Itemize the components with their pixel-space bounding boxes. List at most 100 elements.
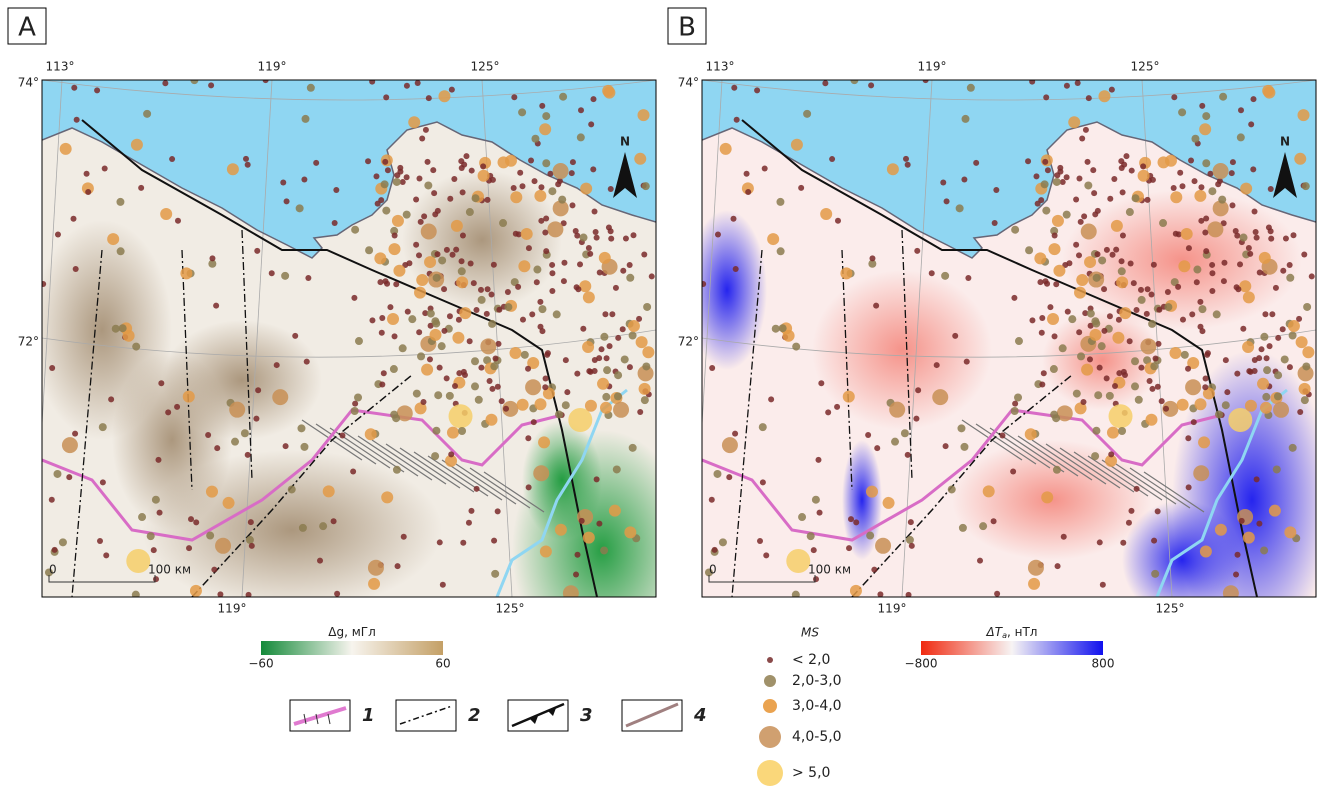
ms-point	[1250, 166, 1256, 172]
ms-point	[392, 215, 404, 227]
ms-point	[302, 115, 310, 123]
ms-point	[1131, 357, 1139, 365]
ms-point	[319, 522, 327, 530]
ms-point	[593, 229, 599, 235]
ms-point	[709, 365, 715, 371]
ms-point	[419, 135, 425, 141]
line-legend-number: 4	[693, 705, 707, 726]
ms-point	[447, 196, 453, 202]
ms-point	[1107, 427, 1119, 439]
ms-point	[381, 180, 389, 188]
ms-point	[1095, 251, 1101, 257]
ms-point	[1085, 159, 1091, 165]
ms-point	[600, 402, 612, 414]
ms-point	[1198, 305, 1206, 313]
ms-point	[525, 435, 531, 441]
ms-point	[726, 474, 732, 480]
ms-point	[66, 474, 72, 480]
ms-point	[1052, 414, 1060, 422]
ms-point	[1107, 313, 1113, 319]
ms-point	[585, 400, 597, 412]
ms-legend-symbol	[767, 657, 773, 663]
ms-point	[1149, 386, 1155, 392]
ms-point	[461, 369, 467, 375]
ms-point	[1151, 570, 1159, 578]
ms-point	[60, 143, 72, 155]
ms-point	[283, 443, 289, 449]
ms-point	[1175, 284, 1181, 290]
ms-point	[1252, 357, 1258, 363]
ms-point	[132, 343, 140, 351]
ms-point	[1263, 366, 1271, 374]
ms-point	[559, 93, 567, 101]
lon-label: 125°	[496, 602, 525, 616]
colorbar-title-part: Δg, мГл	[328, 625, 376, 639]
ms-point	[284, 198, 290, 204]
ms-point	[1053, 178, 1061, 186]
ms-point	[1151, 538, 1157, 544]
ms-point	[792, 343, 800, 351]
ms-point	[597, 378, 609, 390]
ms-point	[798, 513, 806, 521]
ms-point	[1302, 346, 1314, 358]
ms-point	[1011, 295, 1017, 301]
ms-point	[206, 486, 218, 498]
lon-label: 113°	[706, 60, 735, 74]
ms-point	[1138, 296, 1146, 304]
ms-point	[433, 274, 441, 282]
ms-point	[1269, 505, 1281, 517]
ms-point	[1055, 563, 1061, 569]
ms-point	[846, 545, 852, 551]
ms-point	[491, 570, 499, 578]
ms-legend-symbol	[759, 726, 781, 748]
ms-point	[577, 133, 585, 141]
ms-point	[499, 398, 505, 404]
ms-point	[873, 303, 879, 309]
ms-point	[1253, 229, 1259, 235]
ms-point	[1098, 256, 1106, 264]
ms-point	[520, 317, 526, 323]
ms-point	[490, 177, 496, 183]
ms-point	[1074, 287, 1086, 299]
ms-point	[1209, 288, 1215, 294]
ms-legend-label: 3,0-4,0	[792, 698, 842, 714]
ms-point	[1091, 190, 1097, 196]
line-legend-item	[508, 700, 568, 731]
ms-point	[1213, 310, 1221, 318]
ms-point	[983, 485, 995, 497]
ms-point	[614, 371, 622, 379]
ms-point	[475, 396, 483, 404]
ms-point	[119, 324, 127, 332]
lon-label: 119°	[258, 60, 287, 74]
ms-point	[102, 166, 108, 172]
ms-point	[1213, 163, 1229, 179]
ms-point	[1159, 398, 1165, 404]
line-legend-box	[396, 700, 456, 731]
ms-point	[1087, 356, 1093, 362]
ms-point	[444, 247, 450, 253]
ms-point	[1155, 384, 1161, 390]
ms-point	[223, 497, 235, 509]
ms-point	[1273, 465, 1281, 473]
ms-point	[505, 289, 511, 295]
ms-point	[296, 204, 304, 212]
ms-point	[1119, 307, 1131, 319]
ms-point	[517, 170, 523, 176]
ms-point	[1079, 135, 1085, 141]
ms-point	[929, 270, 935, 276]
ms-point	[1200, 546, 1212, 558]
ms-point	[529, 311, 535, 317]
ms-point	[365, 428, 377, 440]
ms-point	[1171, 94, 1177, 100]
ms-point	[1193, 465, 1209, 481]
ms-point	[153, 576, 159, 582]
ms-point	[1288, 320, 1300, 332]
ms-point	[1208, 187, 1216, 195]
ms-point	[956, 204, 964, 212]
ms-point	[1128, 261, 1134, 267]
ms-point	[427, 356, 433, 362]
ms-point	[107, 233, 119, 245]
ms-point	[621, 355, 629, 363]
ms-point	[415, 80, 421, 86]
ms-point	[869, 255, 875, 261]
